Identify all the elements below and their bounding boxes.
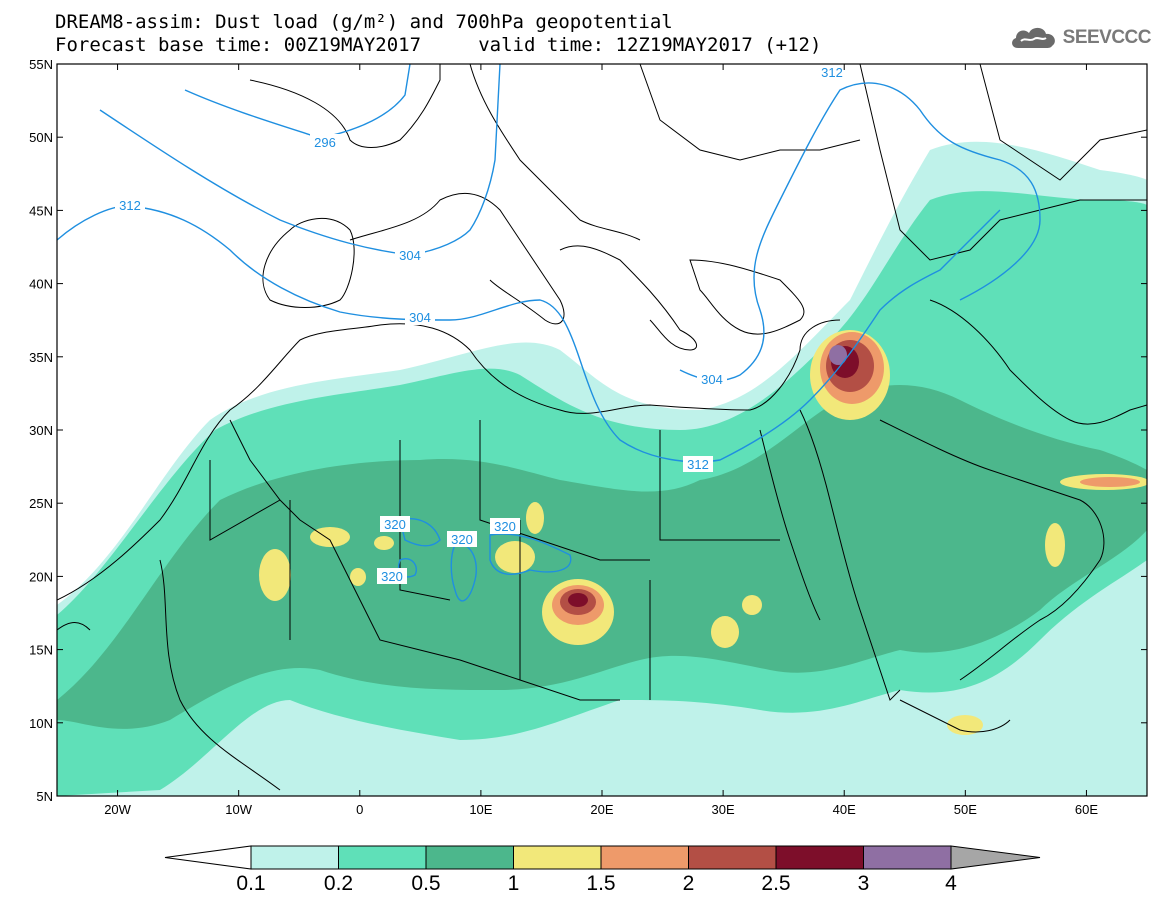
title-line-2: Forecast base time: 00Z19MAY2017 valid t… (55, 34, 822, 56)
contour-label: 320 (494, 519, 516, 534)
title-line-1: DREAM8-assim: Dust load (g/m²) and 700hP… (55, 11, 673, 33)
dust-level-1 (495, 541, 535, 573)
lon-tick-label: 10E (469, 802, 492, 817)
colorbar-label: 0.2 (323, 872, 354, 895)
lon-tick-label: 40E (833, 802, 856, 817)
geopotential-contours (57, 64, 1041, 463)
dust-level-1 (1045, 523, 1065, 567)
colorbar-low-extension (164, 845, 252, 870)
contour-label: 312 (687, 457, 709, 472)
lon-tick-label: 20E (590, 802, 613, 817)
contour-304-east (679, 82, 1041, 382)
colorbar-label: 4 (945, 872, 957, 895)
dust-level-1 (742, 595, 762, 615)
dust-level-1 (259, 549, 291, 601)
lat-tick-label: 25N (29, 496, 53, 511)
logo-text: SEEVCCC (1062, 27, 1152, 48)
lat-tick-label: 50N (29, 130, 53, 145)
lat-tick-label: 40N (29, 277, 53, 292)
colorbar-label: 0.1 (236, 872, 266, 895)
colorbar-swatch (425, 845, 514, 870)
contour-label: 312 (821, 65, 843, 80)
dust-level-3 (829, 345, 847, 365)
colorbar-label: 1 (507, 872, 520, 895)
contour-312-west (57, 205, 1001, 463)
lon-tick-label: 60E (1075, 802, 1098, 817)
dust-level-1 (526, 502, 544, 534)
colorbar-label: 1.5 (586, 872, 616, 895)
contour-label: 304 (399, 248, 421, 263)
colorbar-swatch (250, 845, 339, 870)
lat-tick-label: 20N (29, 569, 53, 584)
dust-level-1 (947, 715, 983, 735)
colorbar-swatch (338, 845, 427, 870)
lon-tick-label: 50E (954, 802, 977, 817)
dust-field: 296 304 312 304 312 304 312 320 320 320 … (57, 64, 1147, 796)
contour-label: 304 (701, 372, 723, 387)
lon-tick-label: 10W (225, 802, 252, 817)
dust-level-2.5 (568, 593, 588, 607)
dust-level-1 (350, 568, 366, 586)
contour-label: 312 (119, 198, 141, 213)
contour-label: 320 (451, 532, 473, 547)
contour-label: 320 (384, 517, 406, 532)
colorbar-high-extension (950, 845, 1041, 870)
lon-tick-label: 30E (712, 802, 735, 817)
colorbar-label: 2 (682, 872, 695, 895)
lat-tick-label: 5N (36, 789, 53, 804)
colorbar-swatch (513, 845, 602, 870)
axes: 55N 50N 45N 40N 35N 30N 25N 20N 15N 10N 5N 20W 10W 0 1… (29, 57, 1147, 817)
lat-tick-label: 45N (29, 203, 53, 218)
coastlines (57, 64, 1147, 791)
colorbar-swatch (688, 845, 777, 870)
lat-tick-label: 15N (29, 643, 53, 658)
lat-tick-label: 10N (29, 716, 53, 731)
dust-level-1.5 (1080, 477, 1140, 487)
lon-tick-label: 0 (356, 802, 363, 817)
colorbar-label: 0.5 (411, 872, 441, 895)
cloud-icon (1011, 27, 1055, 48)
contour-304-west (99, 64, 501, 256)
dust-level-0.5 (57, 385, 1147, 729)
colorbar-swatch (863, 845, 952, 870)
colorbar-label: 3 (857, 872, 870, 895)
lon-tick-label: 20W (104, 802, 131, 817)
lat-tick-label: 55N (29, 57, 53, 72)
colorbar-swatch (775, 845, 864, 870)
contour-label: 296 (314, 135, 336, 150)
dust-level-1 (310, 527, 350, 547)
dust-level-1 (711, 616, 739, 648)
dust-level-1 (374, 536, 394, 550)
seevccc-logo: SEEVCCC (1008, 24, 1152, 52)
colorbar (164, 845, 1041, 870)
lat-tick-label: 30N (29, 423, 53, 438)
colorbar-swatch (600, 845, 689, 870)
contour-label: 304 (409, 310, 431, 325)
lat-tick-label: 35N (29, 350, 53, 365)
colorbar-label: 2.5 (761, 872, 791, 895)
contour-label: 320 (381, 569, 403, 584)
contour-labels: 296 304 312 304 312 304 312 320 320 320 … (115, 64, 847, 584)
